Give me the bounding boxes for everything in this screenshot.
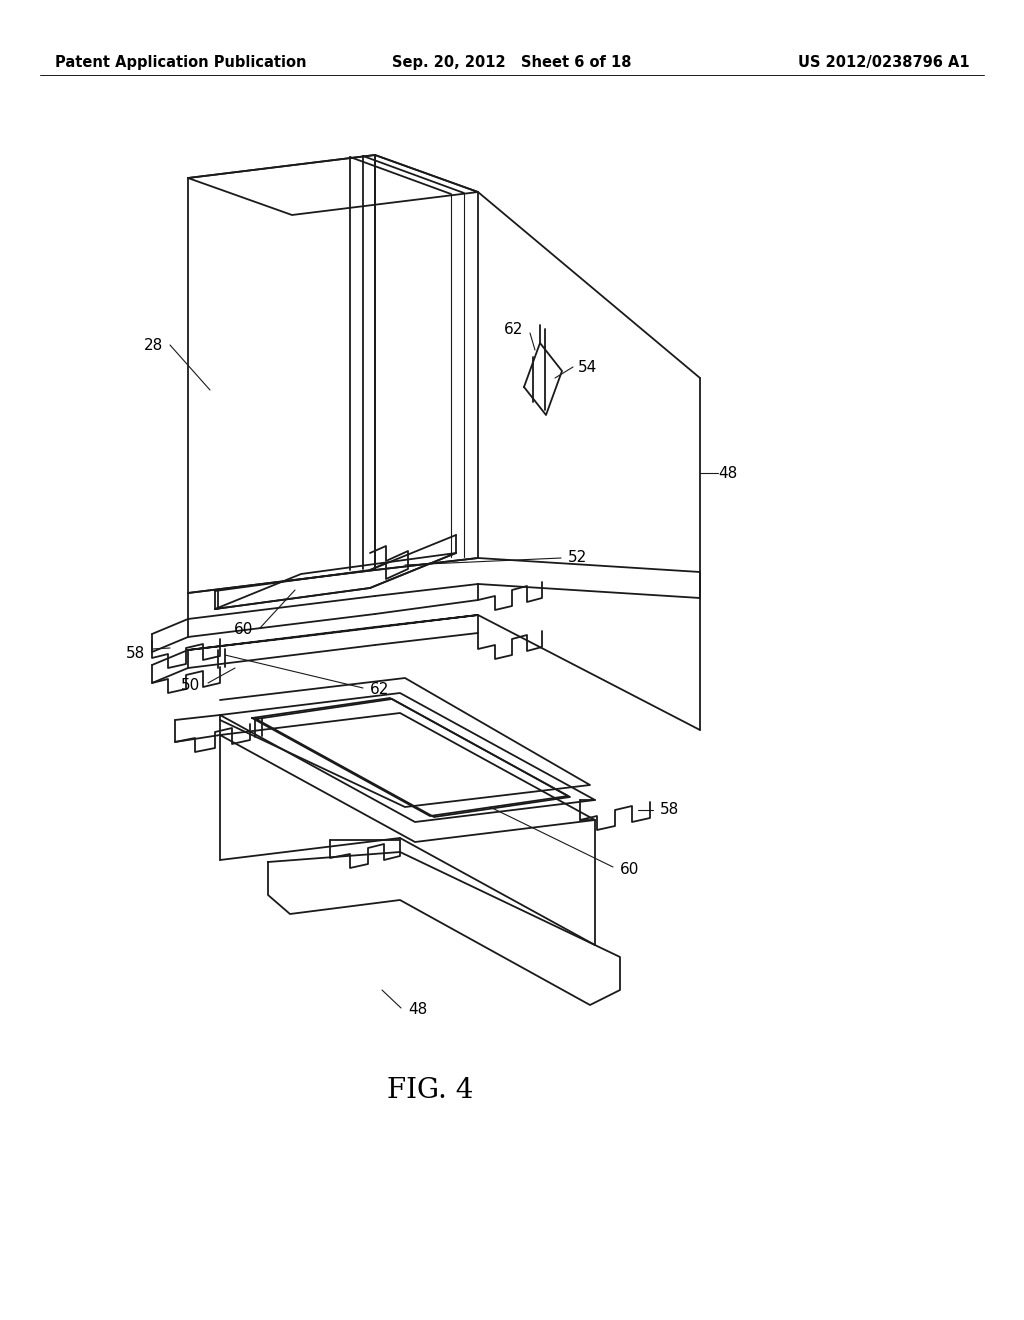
Text: 48: 48 bbox=[408, 1002, 427, 1018]
Text: 60: 60 bbox=[620, 862, 639, 878]
Text: Patent Application Publication: Patent Application Publication bbox=[55, 54, 306, 70]
Text: 60: 60 bbox=[233, 623, 253, 638]
Text: 50: 50 bbox=[181, 677, 200, 693]
Text: Sep. 20, 2012   Sheet 6 of 18: Sep. 20, 2012 Sheet 6 of 18 bbox=[392, 54, 632, 70]
Text: 58: 58 bbox=[660, 803, 679, 817]
Text: 48: 48 bbox=[718, 466, 737, 480]
Text: FIG. 4: FIG. 4 bbox=[387, 1077, 473, 1104]
Text: 62: 62 bbox=[504, 322, 523, 338]
Text: 54: 54 bbox=[578, 359, 597, 375]
Text: 52: 52 bbox=[568, 550, 587, 565]
Text: US 2012/0238796 A1: US 2012/0238796 A1 bbox=[799, 54, 970, 70]
Text: 58: 58 bbox=[126, 645, 145, 660]
Text: 62: 62 bbox=[370, 682, 389, 697]
Text: 28: 28 bbox=[143, 338, 163, 352]
